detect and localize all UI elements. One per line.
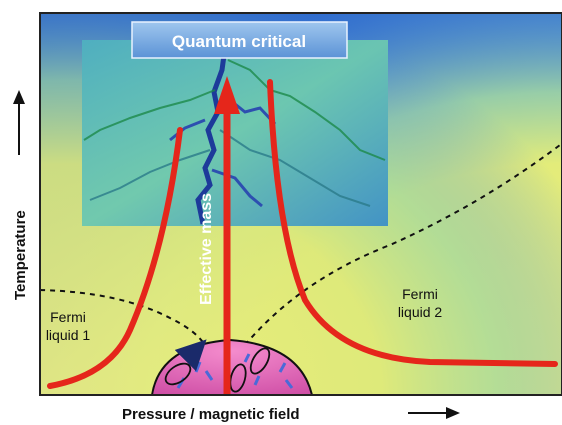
y-axis-arrow-head — [13, 90, 25, 104]
fermi-liquid-1-line1: Fermi — [50, 309, 86, 325]
effective-mass-label: Effective mass — [198, 193, 215, 305]
effective-mass-curve-right — [267, 79, 558, 367]
title-banner — [131, 21, 348, 59]
superconducting-dome — [150, 340, 314, 395]
fermi-liquid-2-line1: Fermi — [402, 286, 438, 302]
title-label: Quantum critical — [172, 32, 306, 51]
y-axis-label: Temperature — [12, 210, 29, 300]
fermi-liquid-1-line2: liquid 1 — [46, 327, 91, 343]
x-axis-arrow-head — [446, 407, 460, 419]
fermi-liquid-2-line2: liquid 2 — [398, 304, 443, 320]
effective-mass-arrow-head — [214, 76, 240, 114]
effective-mass-curve-left — [47, 127, 183, 389]
plot-frame — [39, 12, 562, 396]
x-axis-label: Pressure / magnetic field — [122, 406, 300, 423]
quantum-critical-fractal — [82, 40, 388, 226]
